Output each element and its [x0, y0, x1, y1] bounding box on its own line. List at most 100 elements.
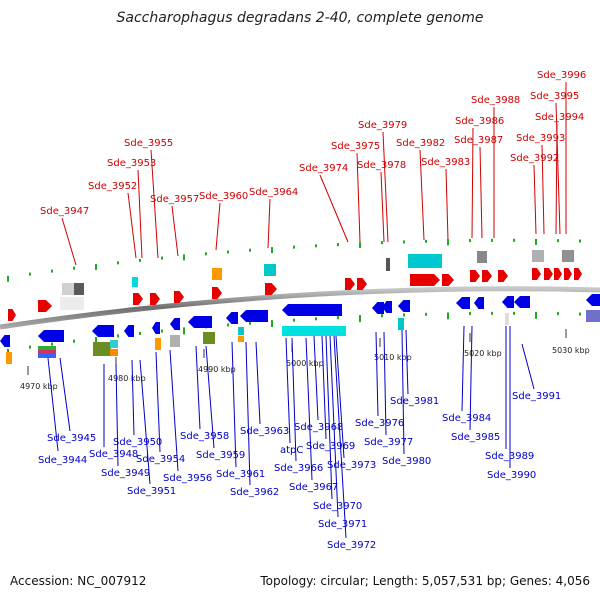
gene-label-sde-3990[interactable]: Sde_3990 — [487, 470, 536, 481]
gene-label-sde-3968[interactable]: Sde_3968 — [294, 422, 343, 433]
forward-gene-arrow — [410, 274, 440, 286]
gene-label-sde-3973[interactable]: Sde_3973 — [327, 460, 376, 471]
gene-label-sde-3982[interactable]: Sde_3982 — [396, 138, 445, 149]
reverse-leader-line — [291, 337, 297, 462]
gene-label-sde-3963[interactable]: Sde_3963 — [240, 426, 289, 437]
forward-gene-arrow — [212, 287, 222, 299]
gene-label-sde-3971[interactable]: Sde_3971 — [318, 519, 367, 530]
gene-label-sde-3944[interactable]: Sde_3944 — [38, 455, 87, 466]
gene-label-sde-3970[interactable]: Sde_3970 — [313, 501, 362, 512]
reverse-gene-arrow — [474, 297, 484, 309]
reverse-leader-line — [405, 329, 409, 395]
gene-label-sde-3947[interactable]: Sde_3947 — [40, 206, 89, 217]
genome-backbone — [0, 286, 600, 330]
gene-label-sde-3977[interactable]: Sde_3977 — [364, 437, 413, 448]
gene-box — [264, 264, 276, 276]
forward-gene-labels: Sde_3947 Sde_3952 Sde_3953 Sde_3955 Sde_… — [40, 70, 586, 217]
gene-label-sde-3954[interactable]: Sde_3954 — [136, 454, 185, 465]
gene-label-sde-3957[interactable]: Sde_3957 — [150, 194, 199, 205]
gene-label-sde-3974[interactable]: Sde_3974 — [299, 163, 348, 174]
gene-label-sde-3960[interactable]: Sde_3960 — [199, 191, 248, 202]
reverse-leader-line — [461, 325, 465, 412]
gene-label-sde-3962[interactable]: Sde_3962 — [230, 487, 279, 498]
reverse-gene-arrow — [586, 294, 600, 306]
gene-label-sde-3994[interactable]: Sde_3994 — [535, 112, 584, 123]
gene-label-sde-3952[interactable]: Sde_3952 — [88, 181, 137, 192]
gene-label-sde-3986[interactable]: Sde_3986 — [455, 116, 504, 127]
reverse-leader-line — [231, 341, 237, 468]
gene-label-sde-3949[interactable]: Sde_3949 — [101, 468, 150, 479]
gene-label-sde-3983[interactable]: Sde_3983 — [421, 157, 470, 168]
reverse-leader-line — [469, 325, 473, 431]
forward-leader-line — [150, 149, 159, 259]
gene-label-atpc[interactable]: atpC — [280, 445, 303, 456]
gene-label-sde-3956[interactable]: Sde_3956 — [163, 473, 212, 484]
gene-label-sde-3966[interactable]: Sde_3966 — [274, 463, 323, 474]
gene-label-sde-3992[interactable]: Sde_3992 — [510, 153, 559, 164]
forward-leader-line — [319, 174, 349, 243]
gene-label-sde-3959[interactable]: Sde_3959 — [196, 450, 245, 461]
gene-label-sde-3981[interactable]: Sde_3981 — [390, 396, 439, 407]
gene-label-sde-3969[interactable]: Sde_3969 — [306, 441, 355, 452]
reverse-gene-arrow — [282, 304, 342, 316]
gene-label-sde-3967[interactable]: Sde_3967 — [289, 482, 338, 493]
gene-label-sde-3964[interactable]: Sde_3964 — [249, 187, 298, 198]
gene-box — [74, 283, 84, 295]
reverse-leader-line — [139, 359, 151, 485]
gene-label-sde-3951[interactable]: Sde_3951 — [127, 486, 176, 497]
gene-label-sde-3987[interactable]: Sde_3987 — [454, 135, 503, 146]
forward-gene-arrow — [554, 268, 562, 280]
genome-info-text: Topology: circular; Length: 5,057,531 bp… — [260, 574, 590, 588]
reverse-gene-arrow — [0, 335, 10, 347]
reverse-leader-line — [47, 357, 59, 452]
reverse-leader-line — [313, 335, 319, 421]
gene-label-sde-3972[interactable]: Sde_3972 — [327, 540, 376, 551]
gene-label-sde-3985[interactable]: Sde_3985 — [451, 432, 500, 443]
reverse-gene-arrow — [226, 312, 238, 324]
forward-leader-line — [61, 217, 77, 266]
gene-label-sde-3958[interactable]: Sde_3958 — [180, 431, 229, 442]
forward-gene-arrow — [357, 278, 367, 290]
forward-gene-arrow — [482, 270, 492, 282]
reverse-gene-arrow — [124, 325, 134, 337]
reverse-gene-arrow — [188, 316, 212, 328]
gene-box — [386, 258, 390, 271]
forward-gene-arrow — [442, 274, 454, 286]
forward-gene-arrow — [532, 268, 541, 280]
gene-label-sde-3995[interactable]: Sde_3995 — [530, 91, 579, 102]
forward-leader-line — [471, 127, 474, 239]
gene-label-sde-3955[interactable]: Sde_3955 — [124, 138, 173, 149]
forward-leader-line — [445, 168, 449, 241]
gene-label-sde-3953[interactable]: Sde_3953 — [107, 158, 156, 169]
reverse-gene-arrow — [240, 310, 268, 322]
gene-label-sde-3978[interactable]: Sde_3978 — [357, 160, 406, 171]
gene-label-sde-3993[interactable]: Sde_3993 — [516, 133, 565, 144]
gene-label-sde-3975[interactable]: Sde_3975 — [331, 141, 380, 152]
gene-label-sde-3989[interactable]: Sde_3989 — [485, 451, 534, 462]
gene-label-sde-3950[interactable]: Sde_3950 — [113, 437, 162, 448]
forward-gene-arrow — [8, 309, 16, 321]
scale-label-5000: 5000 kbp — [286, 359, 324, 368]
gene-label-sde-3979[interactable]: Sde_3979 — [358, 120, 407, 131]
gene-label-sde-3976[interactable]: Sde_3976 — [355, 418, 404, 429]
gene-label-sde-3996[interactable]: Sde_3996 — [537, 70, 586, 81]
gene-box — [6, 352, 12, 364]
forward-gene-arrow — [174, 291, 184, 303]
gene-box — [93, 342, 111, 356]
scale-label-5020: 5020 kbp — [464, 349, 502, 358]
forward-leader-line — [555, 102, 561, 235]
gene-label-sde-3980[interactable]: Sde_3980 — [382, 456, 431, 467]
gene-box — [238, 336, 244, 342]
gene-label-sde-3948[interactable]: Sde_3948 — [89, 449, 138, 460]
gene-label-sde-3984[interactable]: Sde_3984 — [442, 413, 491, 424]
reverse-leader-line — [383, 331, 387, 436]
reverse-leader-line — [205, 345, 215, 449]
leader-lines — [47, 82, 567, 539]
gene-label-sde-3991[interactable]: Sde_3991 — [512, 391, 561, 402]
gene-box — [562, 250, 574, 262]
forward-gene-arrow — [470, 270, 480, 282]
gene-label-sde-3945[interactable]: Sde_3945 — [47, 433, 96, 444]
gene-label-sde-3961[interactable]: Sde_3961 — [216, 469, 265, 480]
accession-text: Accession: NC_007912 — [10, 574, 147, 588]
gene-label-sde-3988[interactable]: Sde_3988 — [471, 95, 520, 106]
